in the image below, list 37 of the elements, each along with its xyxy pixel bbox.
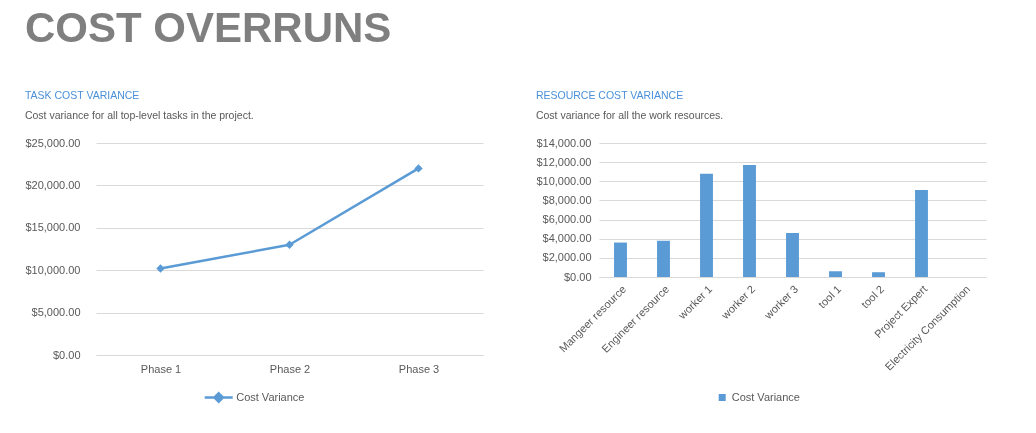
text: COST OVERRUNS xyxy=(24,4,392,51)
bar xyxy=(743,165,756,277)
chart-subtitle: Cost variance for all the work resources. xyxy=(535,108,724,121)
bar xyxy=(657,240,670,277)
point xyxy=(156,264,165,273)
x-tick-label: Phase 2 xyxy=(269,362,311,375)
chart-subtitle: Cost variance for all top-level tasks in the project. xyxy=(24,108,254,121)
bar xyxy=(700,173,713,277)
bar xyxy=(872,272,885,277)
x-tick-label: tool 2 xyxy=(858,282,887,311)
chart-title: RESOURCE COST VARIANCE xyxy=(535,89,684,101)
bar xyxy=(614,242,627,277)
bar xyxy=(786,232,799,277)
legend-label: Cost Variance xyxy=(731,390,800,403)
y-tick-label: $0.00 xyxy=(563,270,592,283)
chart-title: TASK COST VARIANCE xyxy=(24,89,140,101)
y-tick-label: $12,000.00 xyxy=(536,155,592,168)
y-tick-label: $10,000.00 xyxy=(25,263,81,276)
y-tick-label: $20,000.00 xyxy=(25,178,81,191)
bar xyxy=(915,189,928,277)
point xyxy=(414,164,423,173)
y-tick-label: $8,000.00 xyxy=(542,193,592,206)
legend-label: Cost Variance xyxy=(236,390,305,403)
y-tick-label: $25,000.00 xyxy=(25,136,81,149)
y-tick-label: $2,000.00 xyxy=(542,251,592,264)
y-tick-label: $10,000.00 xyxy=(536,174,592,187)
x-tick-label: tool 1 xyxy=(815,282,844,311)
y-tick-label: $15,000.00 xyxy=(25,221,81,234)
y-tick-label: $6,000.00 xyxy=(542,213,592,226)
x-tick-label: Phase 1 xyxy=(140,362,182,375)
y-tick-label: $4,000.00 xyxy=(542,232,592,245)
bar xyxy=(829,271,842,277)
y-tick-label: $0.00 xyxy=(52,348,81,361)
point xyxy=(285,240,294,249)
y-tick-label: $5,000.00 xyxy=(31,306,81,319)
y-tick-label: $14,000.00 xyxy=(536,136,592,149)
x-tick-label: Phase 3 xyxy=(398,362,440,375)
